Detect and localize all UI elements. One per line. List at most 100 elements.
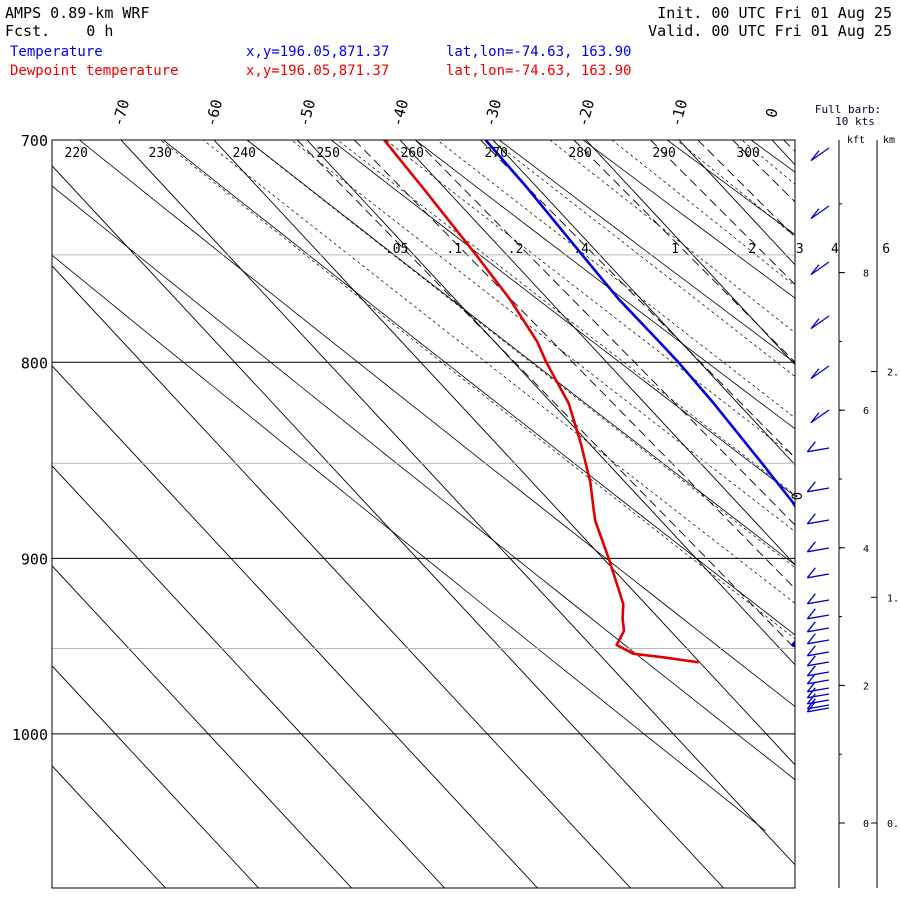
- wind-barb-title: Full barb:: [815, 103, 881, 116]
- dry-adiabat-lines: [52, 92, 900, 832]
- dry-adiabat-line: [330, 140, 795, 497]
- dry-adiabat-line: [666, 140, 795, 236]
- wind-barb: [806, 701, 830, 713]
- isotherm-line: [52, 365, 538, 888]
- dewpoint-legend-label: Dewpoint temperature: [10, 63, 179, 79]
- dewpoint-profile-line: [383, 140, 700, 664]
- moist-adiabat-line: [290, 140, 795, 533]
- km-tick-label: 1.: [887, 593, 899, 604]
- km-tick-label: 0.: [887, 819, 899, 830]
- dry-adiabat-line: [769, 92, 900, 831]
- moist-adiabat-line: [337, 140, 795, 496]
- wind-barb: [810, 261, 830, 276]
- kft-label: kft: [847, 135, 865, 146]
- plot-frame: [51, 139, 796, 889]
- pressure-tick-label: 700: [21, 132, 48, 150]
- dry-adiabat-line: [246, 140, 795, 566]
- temperature-tick-label: -70: [109, 98, 133, 129]
- wind-barb: [806, 608, 830, 620]
- init-time: Init. 00 UTC Fri 01 Aug 25: [657, 4, 892, 22]
- dry-adiabat-label: 270: [484, 146, 507, 161]
- temperature-tick-label: -20: [574, 98, 598, 129]
- wind-barb: [806, 633, 830, 645]
- wind-barb: [806, 621, 830, 633]
- wind-barb: [806, 655, 830, 667]
- isotherm-line: [492, 140, 795, 466]
- mixing-ratio-label: 2: [748, 242, 756, 257]
- wind-barb: [806, 593, 830, 605]
- temperature-legend-label: Temperature: [10, 44, 103, 60]
- dewpoint-xy: x,y=196.05,871.37: [246, 63, 390, 79]
- moist-adiabat-line: [202, 140, 795, 604]
- wind-barb: [810, 205, 830, 220]
- isotherm-line: [52, 565, 352, 888]
- isotherm-line: [52, 765, 166, 888]
- mixing-ratio-line: [851, 140, 900, 831]
- wind-barb: [806, 481, 830, 493]
- mixing-ratio-label: .05: [385, 242, 408, 257]
- isotherm-line: [585, 140, 795, 366]
- wind-barb: [806, 645, 830, 657]
- km-label: km: [883, 135, 895, 146]
- moist-adiabat-line: [491, 140, 795, 378]
- isotherm-line: [399, 140, 795, 566]
- mixing-ratio-line: [415, 140, 795, 526]
- isotherm-line: [306, 140, 795, 666]
- dry-adiabat-line: [852, 92, 900, 831]
- mixing-ratio-label: 6: [882, 242, 890, 257]
- kft-tick-label: 6: [863, 406, 869, 417]
- dry-adiabat-line: [498, 140, 795, 364]
- isotherm-line: [52, 165, 724, 888]
- mixing-ratio-line: [573, 140, 795, 363]
- temperature-tick-label: -40: [388, 98, 412, 129]
- isotherm-line: [52, 465, 445, 888]
- wind-barb: [806, 513, 830, 525]
- temperature-latlon: lat,lon=-74.63, 163.90: [446, 44, 632, 60]
- wind-profile-panel: Full barb: 10 kts kft km 0 8 6 4 2 0 2. 1. 0.: [790, 103, 899, 888]
- wind-barb: [806, 681, 830, 693]
- moist-adiabat-line: [692, 42, 900, 831]
- isotherm-line: [52, 265, 631, 888]
- moist-adiabat-line: [818, 42, 900, 831]
- dry-adiabat-label: 230: [149, 146, 172, 161]
- kft-tick-label: 4: [863, 544, 869, 555]
- dry-adiabat-line: [162, 140, 795, 636]
- dry-adiabat-label: 250: [316, 146, 339, 161]
- isotherm-line: [52, 665, 259, 888]
- isotherm-line: [120, 140, 795, 866]
- valid-time: Valid. 00 UTC Fri 01 Aug 25: [648, 22, 892, 40]
- wind-marker: 0: [790, 492, 806, 500]
- pressure-tick-label: 900: [21, 550, 48, 568]
- kft-tick-label: 2: [863, 681, 869, 692]
- wind-barb: [806, 693, 830, 705]
- wind-barb: [810, 365, 830, 380]
- dry-adiabat-line: [582, 140, 795, 299]
- wind-barb-subtitle: 10 kts: [835, 115, 875, 128]
- mixing-ratio-label: 1: [671, 242, 679, 257]
- isotherm-line: [213, 140, 795, 766]
- moist-adiabat-line: [160, 140, 795, 640]
- dry-adiabat-line: [52, 185, 795, 781]
- model-title: AMPS 0.89-km WRF: [5, 4, 150, 22]
- dry-adiabat-label: 260: [400, 146, 423, 161]
- profile-series: [383, 140, 795, 664]
- temperature-tick-label: 0: [762, 106, 782, 119]
- dry-adiabat-label: 240: [233, 146, 256, 161]
- dry-adiabat-line: [78, 140, 795, 708]
- kft-tick-label: 8: [863, 269, 869, 280]
- dry-adiabat-label: 220: [65, 146, 88, 161]
- temperature-tick-label: -50: [295, 98, 319, 129]
- dry-adiabat-line: [52, 254, 766, 832]
- wind-barb: [806, 673, 830, 685]
- temperature-profile-line: [484, 140, 795, 648]
- temperature-tick-label: -60: [202, 98, 226, 129]
- mixing-ratio-label: 4: [831, 242, 839, 257]
- wind-barb: [806, 665, 830, 677]
- mixing-ratio-label: .4: [573, 242, 589, 257]
- mixing-ratio-line: [732, 140, 795, 203]
- wind-barb: [806, 567, 830, 579]
- moist-adiabat-line: [675, 140, 795, 237]
- dry-adiabat-label: 300: [736, 146, 759, 161]
